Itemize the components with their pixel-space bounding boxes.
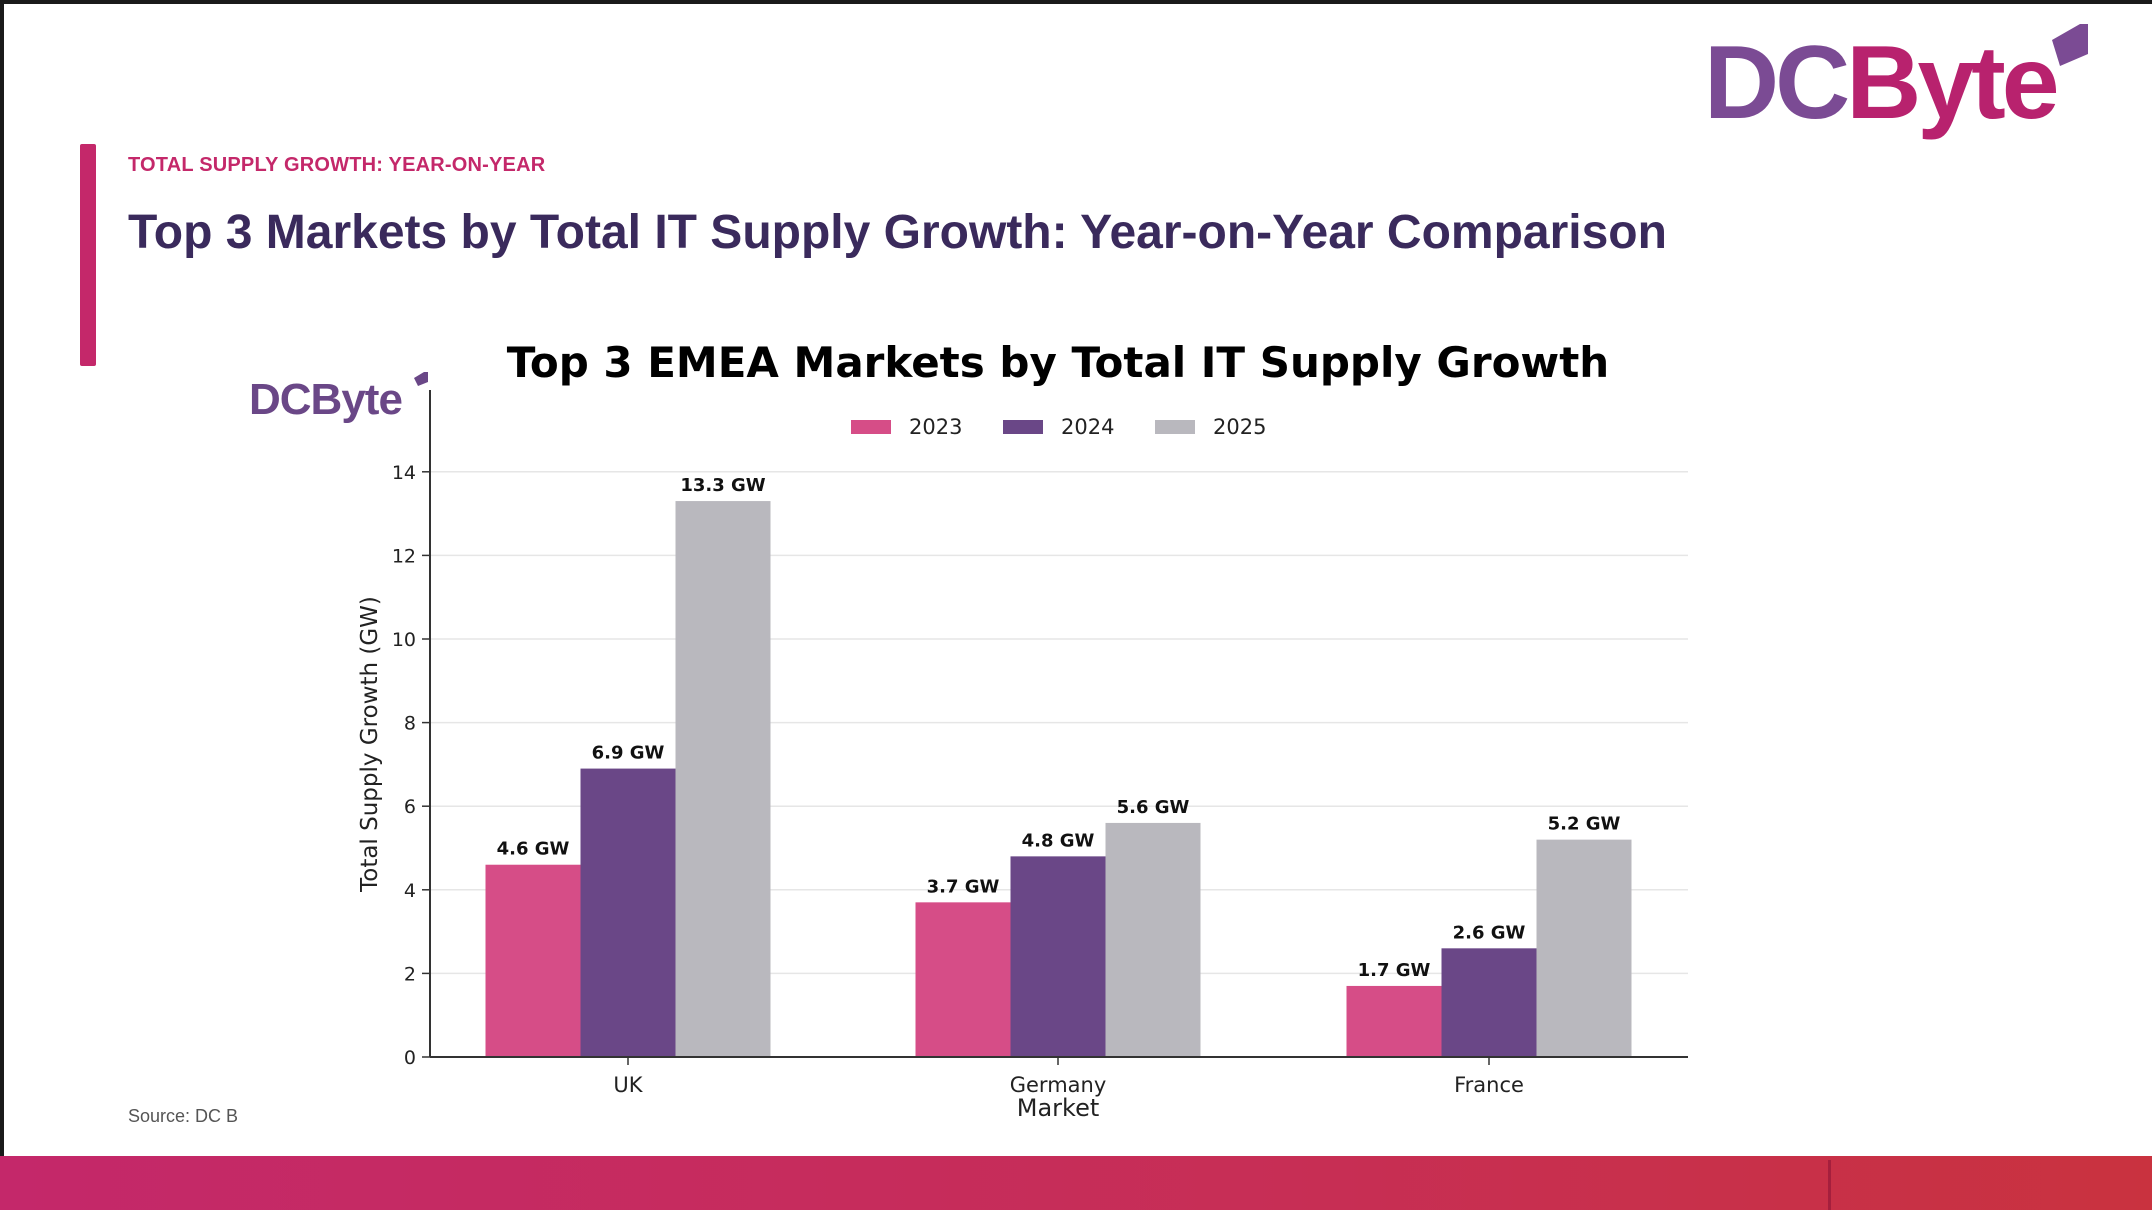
y-axis-ticks: 0 2 4 6 8 10 12 14 [392, 462, 430, 1069]
svg-text:DCByte: DCByte [1704, 25, 2057, 141]
bar-uk-2025 [675, 501, 771, 1057]
footer-bar [0, 1156, 2152, 1210]
bar-germany-2023 [915, 902, 1011, 1057]
logo-byte: Byte [1846, 25, 2057, 141]
bar-france-2024 [1441, 948, 1537, 1057]
bar-value-label: 5.2 GW [1548, 814, 1621, 835]
chart-legend: 2023 2024 2025 [851, 415, 1266, 439]
y-tick-label: 4 [404, 880, 416, 902]
legend-swatch [1003, 420, 1043, 434]
y-tick-label: 8 [404, 713, 416, 735]
bar-value-label: 13.3 GW [680, 475, 765, 496]
bar-value-label: 1.7 GW [1358, 960, 1431, 981]
legend-label: 2024 [1061, 415, 1114, 439]
logo-mark-icon [2052, 24, 2088, 66]
y-axis-label: Total Supply Growth (GW) [357, 596, 383, 893]
section-accent-bar [80, 144, 96, 366]
y-tick-label: 0 [404, 1047, 416, 1069]
chart-logo-mark-icon [414, 372, 428, 386]
svg-text:DCByte: DCByte [249, 375, 402, 424]
x-tick-label: Germany [1010, 1073, 1107, 1097]
chart-dcbyte-logo: DCByte [249, 372, 428, 424]
bar-value-label: 3.7 GW [927, 876, 1000, 897]
chart-bars [485, 501, 1632, 1057]
bar-value-label: 4.8 GW [1022, 830, 1095, 851]
y-tick-label: 2 [404, 963, 416, 985]
supply-growth-chart: Top 3 EMEA Markets by Total IT Supply Gr… [249, 338, 1688, 1122]
slide-frame-top [0, 0, 2152, 4]
x-tick-label: France [1454, 1073, 1524, 1097]
x-axis-label: Market [1017, 1094, 1100, 1122]
chart-logo-text: DCByte [249, 375, 402, 424]
bar-uk-2024 [580, 768, 676, 1057]
y-tick-label: 12 [392, 545, 416, 567]
legend-swatch [851, 420, 891, 434]
bar-uk-2023 [485, 864, 581, 1057]
legend-label: 2023 [909, 415, 962, 439]
x-tick-label: UK [613, 1073, 643, 1097]
chart-axes [429, 390, 1688, 1058]
bar-france-2023 [1346, 985, 1442, 1057]
section-eyebrow: TOTAL SUPPLY GROWTH: YEAR-ON-YEAR [128, 154, 546, 176]
slide-title: Top 3 Markets by Total IT Supply Growth:… [128, 206, 1667, 259]
legend-label: 2025 [1213, 415, 1266, 439]
slide-frame-left [0, 0, 4, 1210]
chart-value-labels: 4.6 GW 6.9 GW 13.3 GW 3.7 GW 4.8 GW 5.6 GW 1.7… [497, 475, 1621, 981]
x-axis-ticks: UK Germany France [613, 1057, 1524, 1097]
y-tick-label: 6 [404, 796, 416, 818]
y-tick-label: 14 [392, 462, 416, 484]
logo-dc: DC [1704, 25, 1848, 141]
chart-title: Top 3 EMEA Markets by Total IT Supply Gr… [507, 338, 1609, 387]
bar-germany-2024 [1010, 856, 1106, 1057]
bar-value-label: 6.9 GW [592, 743, 665, 764]
bar-germany-2025 [1105, 822, 1201, 1057]
footer-divider [1828, 1160, 1831, 1210]
y-tick-label: 10 [392, 629, 416, 651]
source-note: Source: DC Byte [128, 1106, 238, 1126]
dcbyte-logo: DCByte [1704, 24, 2088, 141]
bar-value-label: 2.6 GW [1453, 922, 1526, 943]
bar-value-label: 5.6 GW [1117, 797, 1190, 818]
legend-swatch [1155, 420, 1195, 434]
bar-value-label: 4.6 GW [497, 839, 570, 860]
bar-france-2025 [1536, 839, 1632, 1057]
